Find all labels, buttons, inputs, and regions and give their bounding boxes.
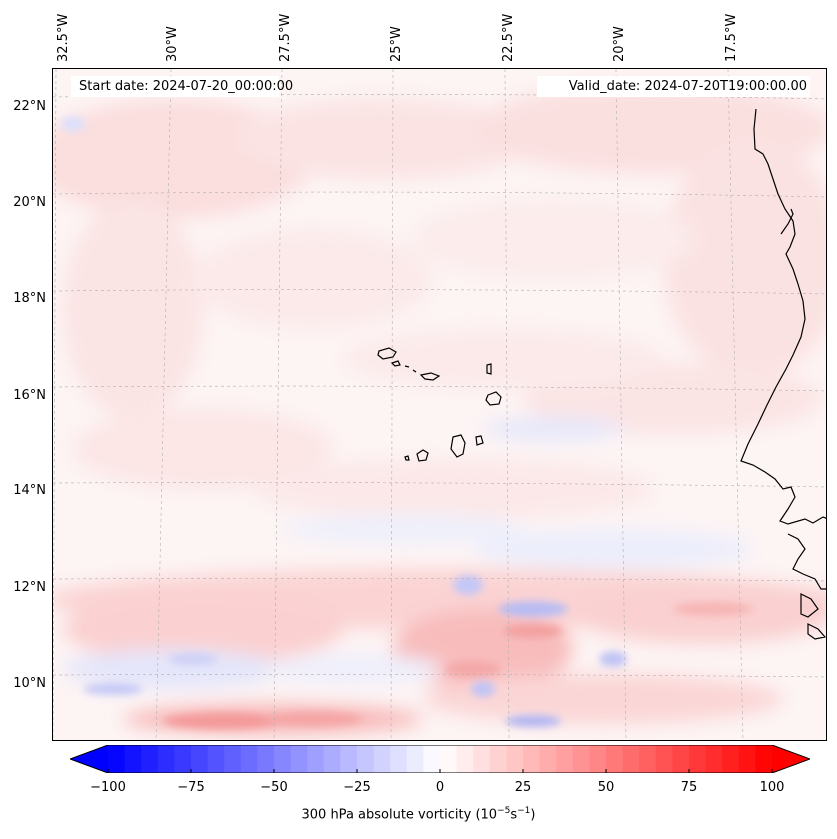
colorbar-title-text: 300 hPa absolute vorticity (10: [301, 807, 498, 823]
colorbar-segment: [456, 745, 474, 773]
colorbar-segment: [689, 745, 707, 773]
valid-date-label: Valid_date: 2024-07-20T19:00:00.00: [537, 76, 810, 97]
colorbar-segment: [373, 745, 391, 773]
colorbar-segment: [141, 745, 159, 773]
colorbar-segment: [240, 745, 258, 773]
colorbar-segment: [506, 745, 524, 773]
colorbar-segment: [340, 745, 358, 773]
island-santiago: [450, 434, 466, 458]
colorbar-segment: [523, 745, 541, 773]
longitude-label: 20°W: [612, 26, 627, 62]
colorbar-segment: [423, 745, 441, 773]
colorbar-segment: [406, 745, 424, 773]
colorbar-title-exp2: −1: [517, 806, 531, 816]
colorbar-tick-label: 50: [597, 780, 615, 795]
longitude-label: 32.5°W: [56, 13, 71, 62]
vorticity-features: [61, 116, 753, 729]
latitude-label: 12°N: [13, 580, 46, 595]
colorbar-segment: [290, 745, 308, 773]
colorbar-tick-label: −100: [90, 780, 126, 795]
longitude-label: 22.5°W: [501, 13, 516, 62]
colorbar-extend-max: [772, 745, 810, 773]
colorbar-tick-label: 25: [514, 780, 532, 795]
latitude-label: 16°N: [13, 388, 46, 403]
colorbar-title-mid: s: [510, 807, 518, 823]
colorbar-segment: [705, 745, 723, 773]
latitude-label: 20°N: [13, 195, 46, 210]
colorbar-segment: [440, 745, 458, 773]
colorbar-segment: [124, 745, 142, 773]
colorbar-segment: [323, 745, 341, 773]
colorbar-segment: [108, 745, 126, 773]
start-date-label: Start date: 2024-07-20_00:00:00: [71, 76, 293, 97]
colorbar-segment: [257, 745, 275, 773]
colorbar-segment: [622, 745, 640, 773]
colorbar-tick-label: 75: [680, 780, 698, 795]
island-santa-luzia: [404, 365, 410, 368]
longitude-label: 30°W: [165, 26, 180, 62]
vorticity-field-map[interactable]: [53, 69, 827, 741]
colorbar-segment: [174, 745, 192, 773]
island-sao-vicente: [390, 360, 401, 367]
colorbar-segment: [207, 745, 225, 773]
colorbar-tick-label: −50: [260, 780, 288, 795]
colorbar-segment: [572, 745, 590, 773]
colorbar-tick-label: 100: [759, 780, 785, 795]
island-raso: [412, 369, 417, 373]
colorbar-tick-label: −75: [177, 780, 205, 795]
colorbar-segment: [473, 745, 491, 773]
map-panel[interactable]: [52, 68, 827, 741]
colorbar-graphic: [68, 744, 812, 774]
colorbar-segment: [274, 745, 292, 773]
colorbar-tick-label: 0: [435, 780, 445, 795]
colorbar-tick-label: −25: [343, 780, 371, 795]
island-brava: [404, 455, 410, 461]
island-boa-vista: [485, 391, 502, 406]
colorbar-segment: [589, 745, 607, 773]
colorbar-title: 300 hPa absolute vorticity (10−5s−1): [0, 806, 837, 822]
colorbar-title-end: ): [530, 807, 536, 823]
colorbar-segment: [489, 745, 507, 773]
colorbar-title-exp1: −5: [497, 806, 511, 816]
colorbar-segment: [556, 745, 574, 773]
cape-verde-islands: [377, 347, 502, 462]
colorbar-segment: [722, 745, 740, 773]
african-coastline: [740, 108, 826, 640]
colorbar-segment: [639, 745, 657, 773]
colorbar-segment: [191, 745, 209, 773]
colorbar-segment: [357, 745, 375, 773]
island-santo-antao: [377, 347, 397, 360]
colorbar-segment: [224, 745, 242, 773]
longitude-label: 25°W: [389, 26, 404, 62]
colorbar-segment: [755, 745, 773, 773]
colorbar-segment: [738, 745, 756, 773]
colorbar-segment: [390, 745, 408, 773]
colorbar-segment: [307, 745, 325, 773]
colorbar-segment: [672, 745, 690, 773]
colorbar-extend-min: [70, 745, 108, 773]
longitude-label: 17.5°W: [724, 13, 739, 62]
island-sal: [486, 363, 492, 375]
latitude-label: 10°N: [13, 676, 46, 691]
vorticity-shading: [53, 84, 826, 734]
colorbar-segment: [539, 745, 557, 773]
latitude-label: 22°N: [13, 99, 46, 114]
colorbar-segment: [157, 745, 175, 773]
longitude-label: 27.5°W: [278, 13, 293, 62]
latitude-label: 18°N: [13, 291, 46, 306]
colorbar: [68, 744, 812, 774]
latitude-label: 14°N: [13, 483, 46, 498]
island-maio: [475, 435, 484, 446]
island-sao-nicolau: [419, 372, 441, 381]
colorbar-segment: [655, 745, 673, 773]
island-fogo: [416, 449, 429, 462]
colorbar-segment: [606, 745, 624, 773]
